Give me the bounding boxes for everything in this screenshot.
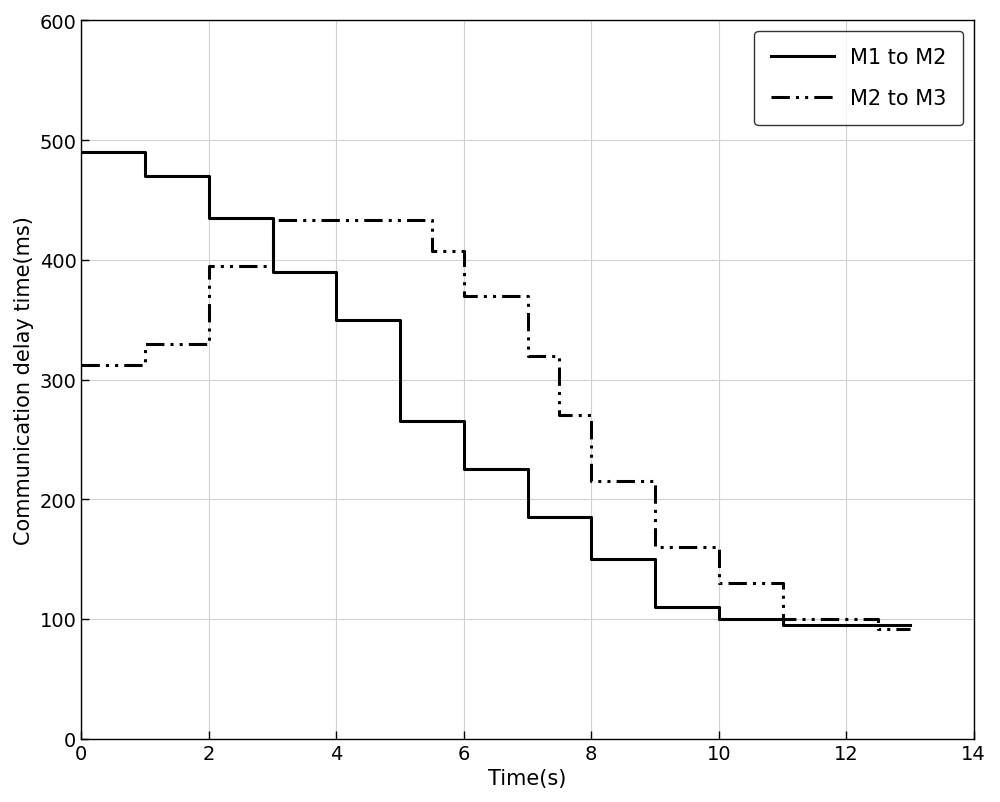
M2 to M3 <box>522 351 534 361</box>
M2 to M3 <box>426 247 438 257</box>
M1 to M2 <box>203 172 215 181</box>
M1 to M2 <box>777 621 789 630</box>
X-axis label: Time(s): Time(s) <box>488 768 567 788</box>
M2 to M3 <box>872 624 884 634</box>
M2 to M3 <box>649 543 661 553</box>
M2 to M3 <box>713 578 725 588</box>
M1 to M2 <box>649 602 661 612</box>
M1 to M2 <box>713 614 725 624</box>
M1 to M2 <box>522 512 534 522</box>
Y-axis label: Communication delay time(ms): Communication delay time(ms) <box>14 216 34 545</box>
M2 to M3 <box>458 292 470 302</box>
Line: M2 to M3: M2 to M3 <box>81 221 910 629</box>
M2 to M3 <box>649 477 661 487</box>
Line: M1 to M2: M1 to M2 <box>81 153 910 626</box>
M1 to M2 <box>649 555 661 565</box>
M2 to M3 <box>267 217 279 226</box>
M2 to M3 <box>139 361 151 371</box>
M1 to M2 <box>139 172 151 181</box>
M1 to M2 <box>458 465 470 475</box>
M1 to M2 <box>585 512 597 522</box>
M1 to M2 <box>139 148 151 158</box>
M1 to M2 <box>777 614 789 624</box>
M2 to M3 <box>75 361 87 371</box>
M2 to M3 <box>777 614 789 624</box>
M2 to M3 <box>139 339 151 349</box>
M2 to M3 <box>713 543 725 553</box>
M2 to M3 <box>585 411 597 421</box>
M2 to M3 <box>458 247 470 257</box>
M1 to M2 <box>394 417 406 427</box>
M1 to M2 <box>267 268 279 277</box>
M1 to M2 <box>522 465 534 475</box>
M1 to M2 <box>267 214 279 224</box>
M2 to M3 <box>553 351 565 361</box>
M1 to M2 <box>585 555 597 565</box>
M2 to M3 <box>777 578 789 588</box>
M2 to M3 <box>203 261 215 271</box>
M1 to M2 <box>330 268 342 277</box>
M1 to M2 <box>458 417 470 427</box>
M2 to M3 <box>585 477 597 487</box>
M2 to M3 <box>203 339 215 349</box>
M2 to M3 <box>267 261 279 271</box>
Legend: M1 to M2, M2 to M3: M1 to M2, M2 to M3 <box>754 32 963 126</box>
M1 to M2 <box>394 315 406 325</box>
M1 to M2 <box>713 602 725 612</box>
M2 to M3 <box>553 411 565 421</box>
M2 to M3 <box>904 624 916 634</box>
M1 to M2 <box>203 214 215 224</box>
M1 to M2 <box>904 621 916 630</box>
M2 to M3 <box>426 217 438 226</box>
M1 to M2 <box>75 148 87 158</box>
M2 to M3 <box>522 292 534 302</box>
M1 to M2 <box>330 315 342 325</box>
M2 to M3 <box>872 614 884 624</box>
